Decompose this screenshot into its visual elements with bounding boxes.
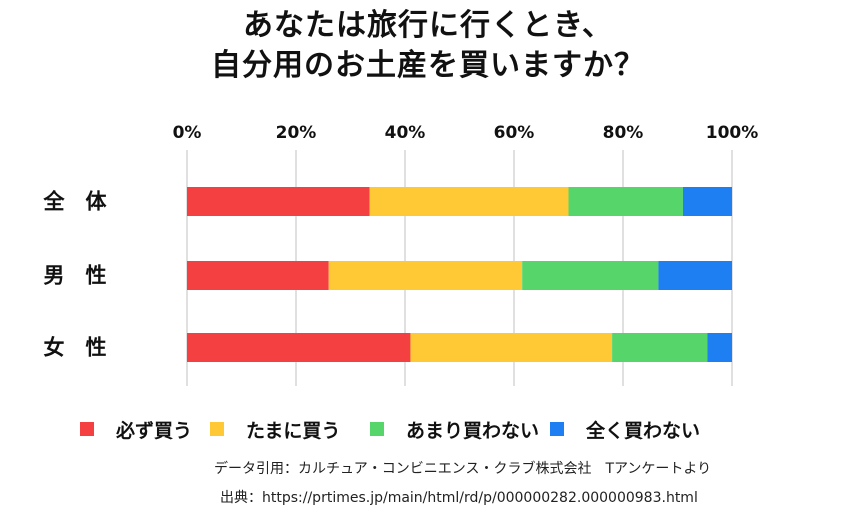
bar-segment [522, 261, 659, 290]
legend-label: 必ず買う [116, 419, 193, 442]
chart-title: あなたは旅行に行くとき、 自分用のお土産を買いますか？ [0, 6, 856, 86]
x-tick-label: 80% [603, 123, 644, 143]
bar-segment [658, 261, 732, 290]
legend-label: たまに買う [246, 419, 341, 442]
legend-swatch [550, 422, 564, 436]
source-credit: データ引用：カルチュア・コンビニエンス・クラブ株式会社 Tアンケートより [214, 461, 712, 477]
legend-item: たまに買う [210, 414, 340, 444]
legend-item: 全く買わない [550, 414, 700, 444]
bar-segment [187, 261, 329, 290]
legend-label: あまり買わない [406, 419, 540, 442]
category-label: 全 体 [43, 190, 108, 214]
legend-swatch [210, 422, 224, 436]
bar-segment [187, 333, 411, 362]
chart-title-line-1: あなたは旅行に行くとき、 [243, 8, 613, 43]
chart-legend: 必ず買う たまに買う あまり買わない 全く買わない [80, 414, 780, 444]
bar-segment [612, 333, 708, 362]
legend-swatch [80, 422, 94, 436]
legend-item: 必ず買う [80, 414, 192, 444]
legend-label: 全く買わない [586, 419, 701, 442]
bar-segment [707, 333, 732, 362]
bar-segment [369, 187, 569, 216]
bar-segment [568, 187, 683, 216]
x-tick-label: 40% [385, 123, 426, 143]
x-tick-label: 100% [706, 123, 759, 143]
bar-segment [682, 187, 732, 216]
chart-title-line-2: 自分用のお土産を買いますか？ [211, 48, 645, 83]
bar-segment [187, 187, 370, 216]
legend-item: あまり買わない [370, 414, 539, 444]
bar-segment [410, 333, 613, 362]
category-label: 男 性 [44, 264, 107, 288]
source-url: 出典：https://prtimes.jp/main/html/rd/p/000… [220, 490, 698, 506]
x-tick-label: 60% [494, 123, 535, 143]
x-tick-label: 0% [173, 123, 202, 143]
legend-swatch [370, 422, 384, 436]
x-tick-label: 20% [276, 123, 317, 143]
category-label: 女 性 [44, 336, 107, 360]
bar-segment [328, 261, 523, 290]
